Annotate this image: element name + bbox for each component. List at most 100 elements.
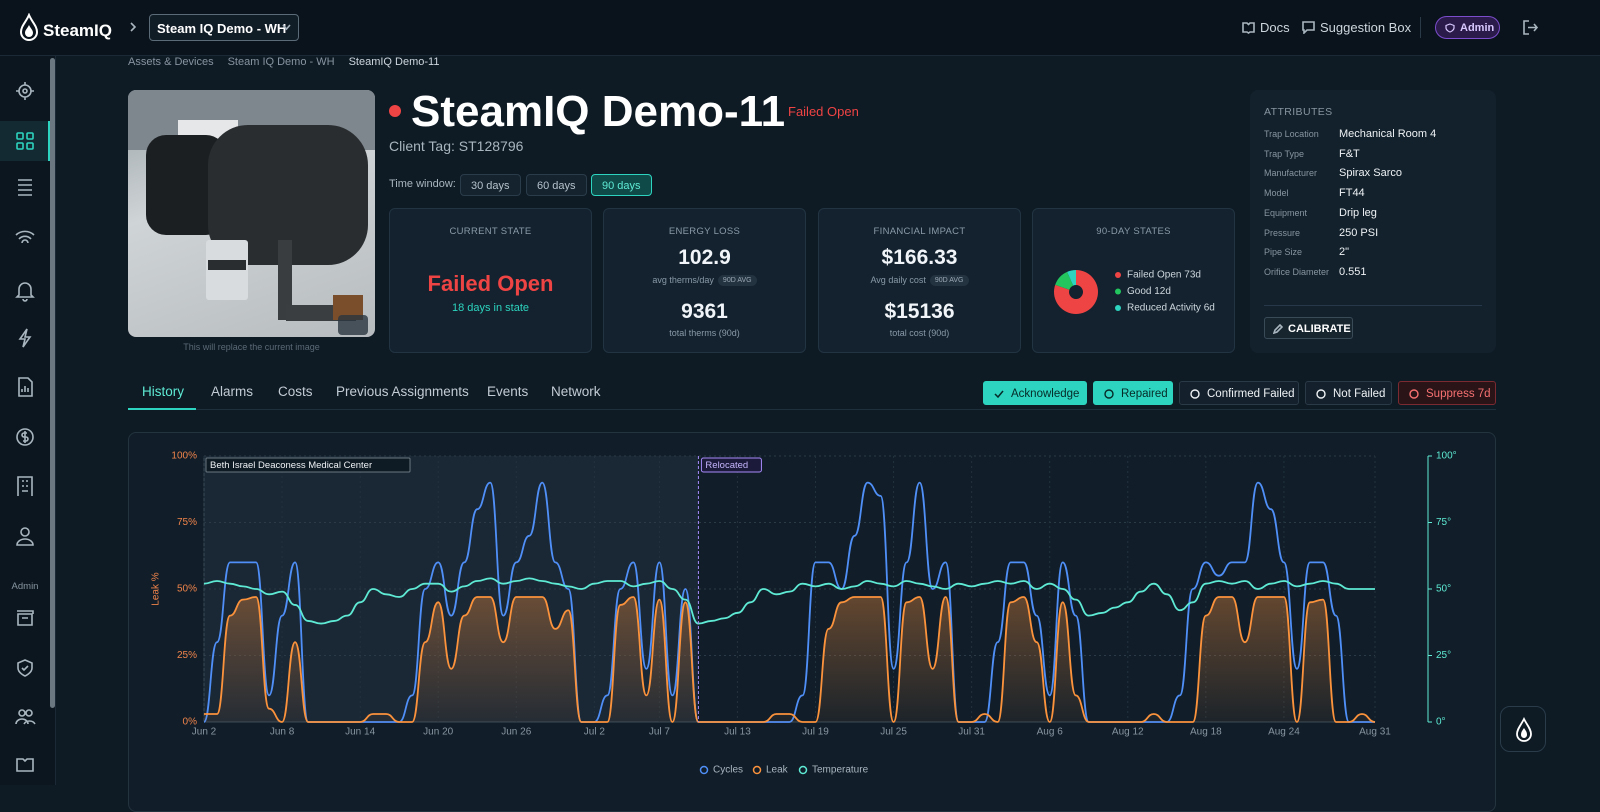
- tab[interactable]: Costs: [278, 384, 313, 399]
- y-tick-label: 25%: [177, 650, 197, 661]
- tab[interactable]: Alarms: [211, 384, 254, 399]
- x-tick-label: Aug 6: [1037, 727, 1064, 738]
- tab-underline: [128, 408, 196, 410]
- x-tick-label: Jul 2: [584, 727, 606, 738]
- attr-value: 2": [1339, 246, 1350, 259]
- x-tick-label: Aug 24: [1268, 727, 1300, 738]
- legend-dot: [798, 765, 808, 775]
- card-title: FINANCIAL IMPACT: [873, 226, 966, 237]
- attributes-panel: ATTRIBUTES Trap Location Mechanical Room …: [1250, 90, 1496, 353]
- calibrate-button[interactable]: CALIBRATE: [1264, 317, 1353, 339]
- legend-dot: [1115, 288, 1121, 295]
- time-option[interactable]: 30 days: [460, 174, 521, 196]
- attr-value: 0.551: [1339, 265, 1367, 278]
- states-donut: Failed Open 73d Good 12d Reduced Activity …: [1054, 270, 1215, 314]
- financial-total-label: total cost (90d): [889, 328, 950, 338]
- x-tick-label: Aug 18: [1190, 727, 1222, 738]
- action-button[interactable]: Acknowledge: [983, 381, 1087, 405]
- status-dot: [389, 105, 401, 117]
- x-tick-label: Jul 31: [958, 727, 985, 738]
- attr-value: FT44: [1339, 187, 1365, 200]
- state-value: Failed Open: [427, 271, 554, 296]
- donut-slice: [1054, 270, 1098, 314]
- attr-value: Drip leg: [1339, 206, 1377, 219]
- x-tick-label: Jul 25: [880, 727, 907, 738]
- device-image[interactable]: [128, 90, 375, 337]
- crumb[interactable]: Assets & Devices: [128, 56, 214, 68]
- x-tick-label: Jun 2: [192, 727, 217, 738]
- annotation-box: [700, 457, 762, 473]
- financial-unit-row: Avg daily cost 90D AVG: [819, 275, 1020, 286]
- site-select[interactable]: Steam IQ Demo - WH: [149, 14, 299, 41]
- site-name: Steam IQ Demo - WH: [157, 21, 287, 36]
- action-text: Confirmed Failed: [1207, 388, 1295, 400]
- energy-unit: avg therms/day: [652, 275, 714, 285]
- attr-key: Pressure: [1264, 227, 1301, 238]
- docs-link[interactable]: Docs: [1260, 20, 1290, 35]
- y-axis-label: Leak %: [151, 572, 162, 605]
- logout-icon[interactable]: [1522, 19, 1539, 36]
- attr-key: Orifice Diameter: [1264, 266, 1330, 277]
- financial-value: $166.33: [881, 246, 958, 269]
- legend-label: Good 12d: [1127, 286, 1171, 297]
- breadcrumb: Assets & Devices Steam IQ Demo - WH SteamI…: [128, 56, 439, 68]
- action-icon: [1409, 389, 1419, 399]
- legend-dot: [699, 765, 709, 775]
- help-button[interactable]: [1500, 706, 1546, 752]
- attr-key: Model: [1264, 188, 1289, 199]
- x-tick-label: Aug 12: [1112, 727, 1144, 738]
- logo-icon: [19, 13, 39, 41]
- suggestion-link[interactable]: Suggestion Box: [1320, 20, 1412, 35]
- donut-slice: [1067, 270, 1076, 286]
- chevron: [130, 22, 137, 32]
- device-status: Failed Open: [788, 104, 859, 119]
- crumb: SteamIQ Demo-11: [348, 56, 440, 68]
- action-button[interactable]: Not Failed: [1305, 381, 1392, 405]
- y2-tick-label: 75°: [1436, 517, 1451, 528]
- attr-value: 250 PSI: [1339, 226, 1379, 239]
- action-icon: [1316, 389, 1326, 399]
- attributes-title: ATTRIBUTES: [1264, 106, 1333, 118]
- legend-dot: [1115, 305, 1121, 311]
- legend-label: Temperature: [812, 765, 869, 776]
- crumb[interactable]: Steam IQ Demo - WH: [227, 56, 335, 68]
- x-tick-label: Jun 14: [345, 727, 375, 738]
- page: SteamIQ Steam IQ Demo - WH Docs Suggesti…: [0, 13, 1600, 812]
- calibrate-text: CALIBRATE: [1288, 323, 1351, 335]
- legend-label: Cycles: [713, 765, 743, 776]
- time-option[interactable]: 60 days: [526, 174, 587, 196]
- legend-dot: [1115, 272, 1121, 278]
- x-tick-label: Jun 20: [423, 727, 453, 738]
- role-badge: Admin: [1435, 16, 1500, 39]
- y-tick-label: 100%: [171, 451, 197, 462]
- tab[interactable]: Previous Assignments: [336, 384, 469, 399]
- tab[interactable]: Events: [487, 384, 529, 399]
- action-button[interactable]: Repaired: [1093, 381, 1173, 405]
- dropdown-arrow: [282, 24, 291, 31]
- attr-key: Manufacturer: [1264, 168, 1318, 179]
- x-tick-label: Aug 31: [1359, 727, 1391, 738]
- help-icon: [1516, 717, 1532, 742]
- time-option[interactable]: 90 days: [591, 174, 652, 196]
- attr-value: F&T: [1339, 147, 1360, 160]
- current-state-card: CURRENT STATE Failed Open 18 days in sta…: [389, 208, 592, 353]
- action-button[interactable]: Suppress 7d: [1398, 381, 1496, 405]
- action-icon: [1104, 389, 1114, 399]
- sidebar: [0, 56, 56, 785]
- sidebar-scrollbar: [50, 58, 55, 708]
- sidebar-active: [0, 121, 50, 161]
- annotation-label: Beth Israel Deaconess Medical Center: [210, 460, 372, 471]
- tab[interactable]: History: [142, 384, 185, 399]
- action-button[interactable]: Confirmed Failed: [1179, 381, 1299, 405]
- tab[interactable]: Network: [551, 384, 601, 399]
- financial-unit: Avg daily cost: [870, 275, 926, 285]
- image-caption: This will replace the current image: [183, 342, 320, 352]
- energy-value: 102.9: [678, 246, 731, 269]
- x-tick-label: Jul 13: [724, 727, 751, 738]
- client-tag: Client Tag: ST128796: [389, 138, 524, 154]
- action-text: Repaired: [1121, 388, 1168, 400]
- annotation-box: [205, 457, 411, 473]
- legend-label: Leak: [766, 765, 789, 776]
- card-title: ENERGY LOSS: [668, 226, 741, 237]
- role-text: Admin: [1460, 22, 1495, 34]
